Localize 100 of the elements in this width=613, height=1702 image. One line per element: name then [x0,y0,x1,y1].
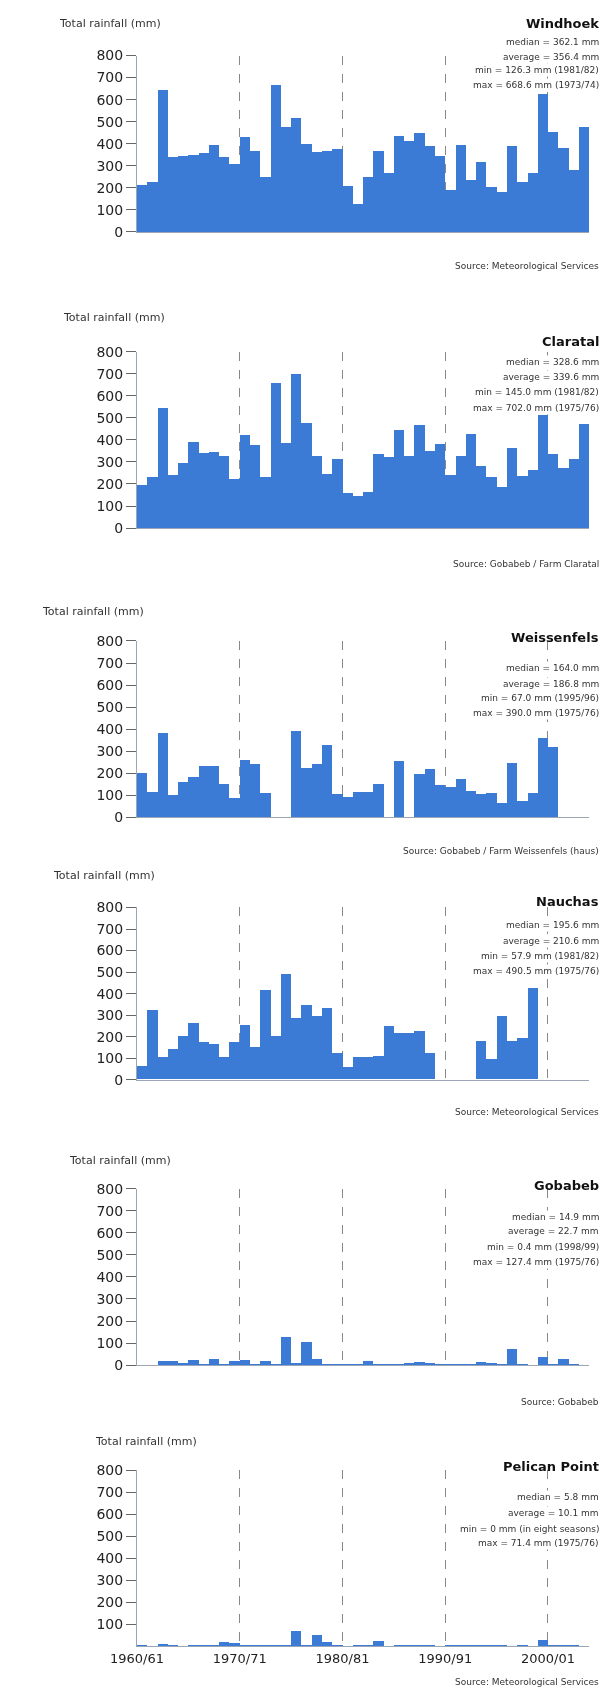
y-tick-label: 300 [96,1007,124,1024]
annotation: min = 57.9 mm (1981/82) [481,951,599,961]
y-tick-label: 100 [96,497,124,514]
y-tick-label: 0 [114,1357,124,1374]
y-tick-label: 700 [96,69,124,86]
y-tick-label: 300 [96,1572,124,1589]
y-tick-label: 100 [96,1050,124,1067]
y-tick-label: 100 [96,787,124,804]
y-tick-label: 200 [96,179,124,196]
chart-title: Windhoek [526,16,600,31]
y-tick-label: 200 [96,1594,124,1611]
annotation: median = 5.8 mm [517,1492,599,1502]
y-tick-label: 400 [96,985,124,1002]
source-note: Source: Gobabeb / Farm Weissenfels (haus) [403,846,599,856]
x-tick-label: 1980/81 [315,1651,370,1667]
annotation: max = 127.4 mm (1975/76) [473,1257,600,1267]
annotation: average = 339.6 mm [503,372,600,382]
y-tick-label: 300 [96,743,124,760]
y-tick-label: 500 [96,1528,124,1545]
annotation: average = 22.7 mm [508,1226,599,1236]
y-axis-title: Total rainfall (mm) [95,1435,197,1448]
chart-title: Pelican Point [503,1459,599,1474]
y-axis-title: Total rainfall (mm) [53,869,155,882]
y-tick-label: 200 [96,1312,124,1329]
y-tick-label: 300 [96,1290,124,1307]
y-tick-label: 300 [96,453,124,470]
y-tick-label: 0 [114,809,124,826]
y-tick-label: 800 [96,899,124,916]
y-tick-label: 600 [96,1224,124,1241]
y-tick-label: 700 [96,920,124,937]
y-tick-label: 700 [96,654,124,671]
y-axis-title: Total rainfall (mm) [59,17,161,30]
y-tick-label: 100 [96,201,124,218]
y-tick-label: 800 [96,1462,124,1479]
y-tick-label: 700 [96,365,124,382]
x-tick-label: 1990/91 [418,1651,473,1667]
source-note: Source: Gobabeb / Farm Claratal [453,559,600,569]
y-tick-label: 100 [96,1616,124,1633]
annotation: median = 164.0 mm [506,663,600,673]
y-tick-label: 0 [114,223,124,240]
y-tick-label: 500 [96,1246,124,1263]
y-tick-label: 600 [96,676,124,693]
y-tick-label: 100 [96,1334,124,1351]
y-tick-label: 500 [96,113,124,130]
y-tick-label: 300 [96,157,124,174]
y-tick-label: 200 [96,475,124,492]
annotation: max = 71.4 mm (1975/76) [478,1538,599,1548]
y-tick-label: 500 [96,964,124,980]
y-tick-label: 200 [96,765,124,782]
y-tick-label: 500 [96,409,124,426]
text: median = 362.1 mm [506,37,600,47]
annotation: max = 668.6 mm (1973/74) [473,80,600,90]
annotation: min = 126.3 mm (1981/82) [475,65,599,75]
chart-title: Weissenfels [511,630,599,645]
source-note: Source: Meteorological Services [455,261,599,271]
y-tick-label: 400 [96,1550,124,1567]
annotation: average = 186.8 mm [503,679,600,689]
annotation: average = 356.4 mm [503,52,600,62]
annotation: min = 0.4 mm (1998/99) [487,1242,600,1252]
annotation: median = 195.6 mm [506,920,600,930]
y-tick-label: 400 [96,721,124,738]
annotation: min = 0 mm (in eight seasons) [460,1524,600,1534]
x-tick-label: 1970/71 [212,1651,267,1667]
annotation: max = 702.0 mm (1975/76) [473,403,600,413]
annotation: average = 10.1 mm [508,1508,599,1518]
chart-title: Claratal [542,334,600,349]
annotation: max = 390.0 mm (1975/76) [473,708,600,718]
y-tick-label: 700 [96,1484,124,1501]
y-tick-label: 400 [96,135,124,152]
annotation: median = 328.6 mm [506,357,600,367]
y-tick-label: 600 [96,387,124,404]
chart-title: Gobabeb [534,1178,600,1193]
y-tick-label: 400 [96,431,124,448]
y-tick-label: 0 [114,519,124,536]
y-axis-title: Total rainfall (mm) [63,311,165,324]
y-tick-label: 800 [96,47,124,64]
annotation: min = 145.0 mm (1981/82) [475,387,599,397]
y-axis-title: Total rainfall (mm) [69,1154,171,1167]
source-note: Source: Meteorological Services [455,1677,599,1687]
y-tick-label: 800 [96,632,124,649]
source-note: Source: Meteorological Services [455,1107,599,1117]
y-axis-title: Total rainfall (mm) [42,605,144,618]
y-tick-label: 700 [96,1202,124,1219]
annotation: median = 14.9 mm [512,1212,600,1222]
y-tick-label: 400 [96,1268,124,1285]
source-note: Source: Gobabeb [521,1397,599,1407]
annotation: average = 210.6 mm [503,936,600,946]
y-tick-label: 600 [96,91,124,108]
annotation: min = 67.0 mm (1995/96) [481,693,599,703]
chart-title: Nauchas [536,894,599,909]
x-tick-label: 1960/61 [109,1651,164,1667]
y-tick-label: 500 [96,699,124,716]
y-tick-label: 600 [96,942,124,959]
x-tick-label: 2000/01 [520,1651,575,1667]
annotation: max = 490.5 mm (1975/76) [473,966,600,976]
y-tick-label: 0 [114,1071,124,1088]
y-tick-label: 600 [96,1506,124,1523]
y-tick-label: 800 [96,343,124,360]
y-tick-label: 200 [96,1028,124,1045]
y-tick-label: 800 [96,1180,124,1197]
